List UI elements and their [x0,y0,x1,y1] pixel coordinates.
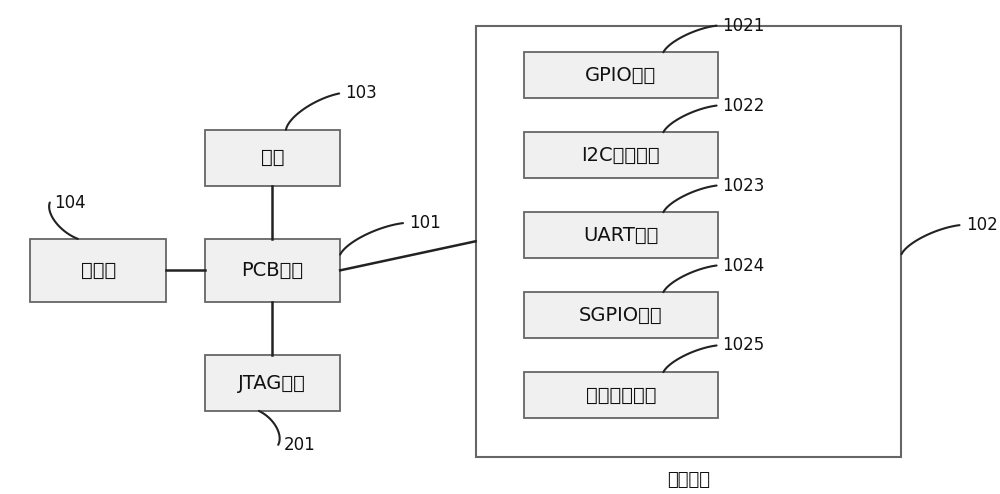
Text: 1024: 1024 [722,256,765,275]
Text: 1021: 1021 [722,17,765,35]
FancyBboxPatch shape [524,132,718,178]
Text: 1022: 1022 [722,97,765,115]
FancyBboxPatch shape [205,355,340,411]
Text: GPIO接口: GPIO接口 [585,66,656,85]
Text: UART接口: UART接口 [583,226,658,245]
FancyBboxPatch shape [205,239,340,302]
Text: 主控芯片: 主控芯片 [667,471,710,490]
Text: 103: 103 [345,84,377,102]
Text: 1023: 1023 [722,176,765,195]
Text: 102: 102 [966,216,998,234]
Text: 电源输入接口: 电源输入接口 [586,386,656,405]
FancyBboxPatch shape [524,212,718,258]
FancyBboxPatch shape [524,52,718,98]
Text: 1025: 1025 [722,336,765,355]
Text: 101: 101 [409,214,441,232]
Text: JTAG接口: JTAG接口 [238,373,306,393]
Text: PCB基板: PCB基板 [241,261,303,280]
Text: 104: 104 [55,194,86,211]
Text: 连接器: 连接器 [81,261,116,280]
FancyBboxPatch shape [476,26,901,457]
FancyBboxPatch shape [205,130,340,186]
Text: 晶振: 晶振 [261,148,284,167]
Text: SGPIO接口: SGPIO接口 [579,306,663,325]
Text: I2C总线接口: I2C总线接口 [581,146,660,165]
Text: 201: 201 [284,436,316,454]
FancyBboxPatch shape [30,239,166,302]
FancyBboxPatch shape [524,372,718,418]
FancyBboxPatch shape [524,292,718,338]
